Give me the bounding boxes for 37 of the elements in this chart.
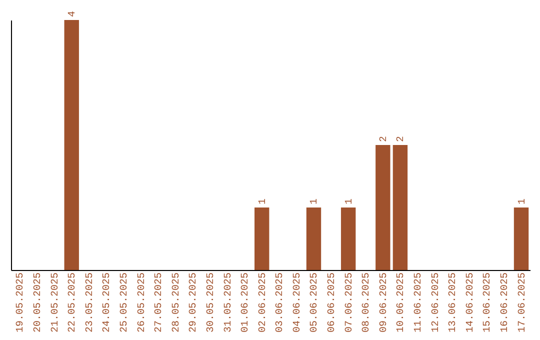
x-tick-label: 22.05.2025 <box>68 272 79 333</box>
x-tick-label: 01.06.2025 <box>240 272 252 333</box>
x-tick-label: 16.06.2025 <box>500 272 511 333</box>
x-tick-label: 20.05.2025 <box>33 272 44 333</box>
x-tick-label: 27.05.2025 <box>154 272 166 333</box>
x-tick-label: 02.06.2025 <box>258 272 269 333</box>
x-tick-label: 14.06.2025 <box>465 272 476 333</box>
x-tick-label: 26.05.2025 <box>136 272 148 333</box>
data-label: 1 <box>517 198 528 204</box>
x-tick-label: 04.06.2025 <box>292 272 304 333</box>
data-label: 4 <box>68 10 79 17</box>
x-tick-label: 10.06.2025 <box>396 272 408 333</box>
x-tick-label: 15.06.2025 <box>482 272 494 333</box>
x-tick-label: 30.05.2025 <box>206 272 217 333</box>
x-tick-label: 31.05.2025 <box>223 272 234 333</box>
data-label: 2 <box>378 136 390 142</box>
data-label: 2 <box>396 136 408 142</box>
x-tick-label: 03.06.2025 <box>275 272 286 333</box>
x-tick-label: 28.05.2025 <box>171 272 182 333</box>
x-tick-label: 23.05.2025 <box>84 272 96 333</box>
x-tick-label: 05.06.2025 <box>310 272 321 333</box>
x-tick-label: 09.06.2025 <box>378 272 390 333</box>
x-tick-label: 29.05.2025 <box>188 272 200 333</box>
data-label: 1 <box>258 198 269 204</box>
x-tick-label: 12.06.2025 <box>430 272 442 333</box>
data-label: 1 <box>310 198 321 204</box>
x-tick-label: 25.05.2025 <box>120 272 130 333</box>
x-tick-label: 21.05.2025 <box>50 272 62 333</box>
x-tick-label: 11.06.2025 <box>414 272 424 333</box>
x-tick-label: 06.06.2025 <box>327 272 338 333</box>
x-tick-label: 19.05.2025 <box>16 272 27 333</box>
data-label: 1 <box>344 198 356 204</box>
x-tick-label: 24.05.2025 <box>102 272 114 333</box>
x-tick-label: 07.06.2025 <box>344 272 356 333</box>
x-tick-label: 08.06.2025 <box>362 272 373 333</box>
x-tick-label: 17.06.2025 <box>517 272 528 333</box>
x-tick-label: 13.06.2025 <box>448 272 460 333</box>
